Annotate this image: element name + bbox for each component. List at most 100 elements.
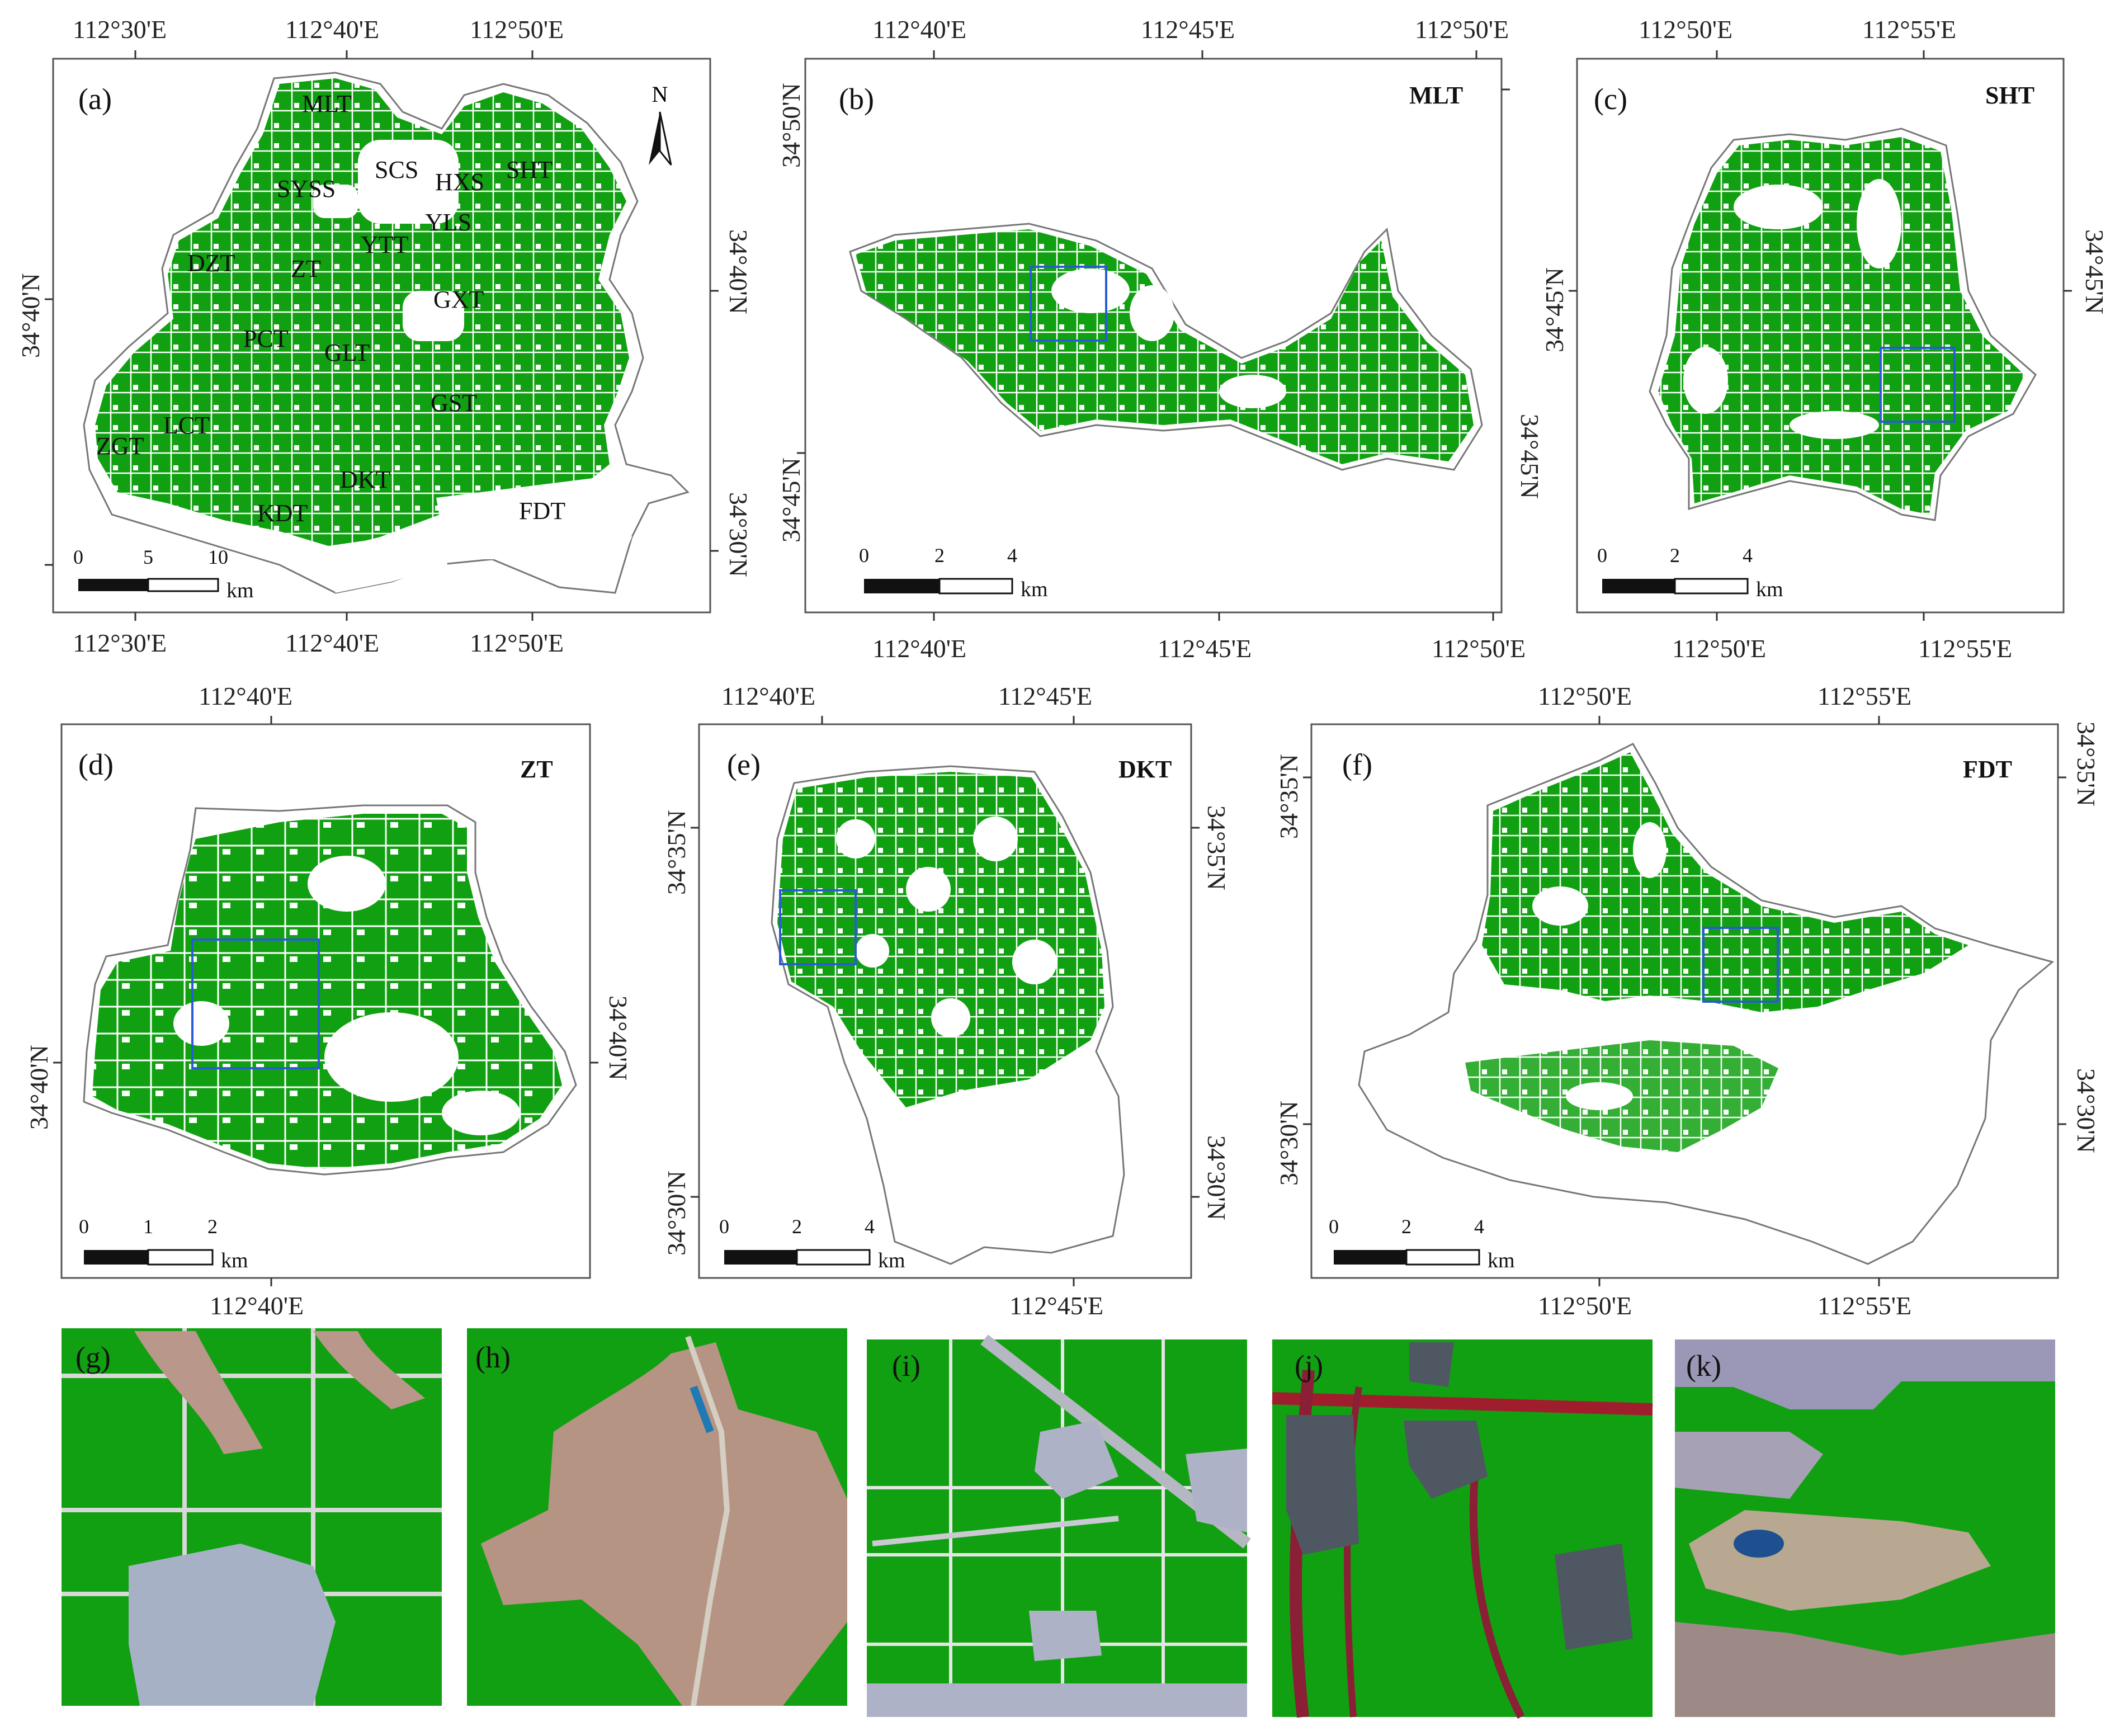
panel-title: MLT (1409, 82, 1463, 109)
svg-text:2: 2 (207, 1215, 218, 1238)
study-area-boundary (1649, 128, 2037, 521)
lat-label: 34°30'N (662, 1171, 691, 1256)
panel-d: (d) ZT 112°40'E 112°40'E 34°40'N 34°40'N… (25, 682, 632, 1320)
lon-label: 112°55'E (1817, 1291, 1911, 1320)
svg-text:2: 2 (1401, 1215, 1411, 1238)
region-label: FDT (519, 497, 565, 525)
lat-label: 34°30'N (724, 492, 753, 577)
svg-text:10: 10 (208, 546, 228, 568)
region-label: KDT (257, 499, 308, 527)
lon-label: 112°40'E (285, 629, 379, 657)
lon-label: 112°50'E (1432, 634, 1526, 663)
lat-label: 34°35'N (662, 810, 691, 895)
study-area-boundary (1358, 743, 2055, 1265)
lon-label: 112°50'E (1538, 1291, 1632, 1320)
panel-e: (e) DKT 112°40'E 112°45'E 112°45'E 34°35… (662, 682, 1231, 1320)
inset-label: (j) (1295, 1349, 1323, 1383)
panel-b: (b) MLT 112°40'E 112°45'E 112°50'E 112°4… (777, 15, 1544, 663)
panel-f-frame (1310, 723, 2059, 1279)
lon-label: 112°50'E (1672, 634, 1766, 663)
cropland-area (95, 78, 629, 548)
svg-text:2: 2 (934, 544, 945, 567)
lat-label: 34°40'N (16, 273, 45, 358)
north-arrow-icon: N (649, 82, 672, 166)
lat-label: 34°35'N (1274, 754, 1303, 839)
non-cropland-gaps (1051, 268, 1286, 408)
region-label: PCT (243, 325, 289, 352)
region-label: GXT (433, 286, 484, 313)
lon-label: 112°40'E (872, 634, 966, 663)
roi-box (1702, 927, 1779, 1003)
roi-box (1880, 347, 1956, 423)
svg-text:4: 4 (1474, 1215, 1484, 1238)
panel-e-frame (698, 723, 1192, 1279)
non-cropland-gaps (313, 140, 632, 593)
panel-label: (f) (1342, 748, 1372, 781)
panel-a: (a) 112°30'E 112°40'E 112°50'E 112°30'E … (16, 15, 753, 657)
lat-label: 34°50'N (777, 83, 805, 168)
lon-label: 112°50'E (1415, 15, 1509, 44)
inset-label: (g) (75, 1341, 111, 1374)
svg-text:0: 0 (1329, 1215, 1339, 1238)
region-label: DKT (340, 466, 391, 493)
lon-label: 112°45'E (1009, 1291, 1103, 1320)
lon-label: 112°50'E (1639, 15, 1732, 44)
region-label: ZT (291, 255, 321, 282)
panel-label: (c) (1594, 82, 1627, 116)
svg-text:N: N (652, 82, 668, 107)
lon-label: 112°40'E (210, 1291, 304, 1320)
lon-label: 112°30'E (73, 15, 167, 44)
lon-label: 112°50'E (470, 15, 564, 44)
svg-text:5: 5 (143, 546, 153, 568)
svg-text:4: 4 (1743, 544, 1753, 567)
svg-text:km: km (1488, 1249, 1515, 1272)
study-area-boundary (83, 804, 577, 1176)
lon-label: 112°45'E (998, 682, 1092, 710)
lon-label: 112°45'E (1158, 634, 1252, 663)
non-cropland-gaps (173, 856, 520, 1135)
panel-a-frame (52, 58, 711, 614)
region-label: YTT (361, 231, 409, 258)
svg-text:km: km (221, 1249, 248, 1272)
region-label: GLT (324, 339, 370, 366)
region-label: DZT (187, 249, 235, 277)
svg-text:km: km (1756, 578, 1783, 601)
lat-label: 34°45'N (2080, 229, 2109, 314)
roi-box (1030, 266, 1107, 342)
region-label: SYSS (277, 175, 336, 202)
roi-box (779, 889, 857, 965)
cropland-area (1482, 752, 1968, 1012)
svg-text:0: 0 (719, 1215, 729, 1238)
lat-label: 34°45'N (1516, 414, 1544, 499)
lon-label: 112°40'E (199, 682, 292, 710)
scale-bar: 0 2 4 km (1597, 544, 1783, 601)
lon-label: 112°45'E (1141, 15, 1235, 44)
lon-label: 112°30'E (73, 629, 167, 657)
region-label: YLS (425, 209, 471, 236)
inset-h: (h) (467, 1328, 847, 1706)
lon-label: 112°55'E (1817, 682, 1911, 710)
svg-text:2: 2 (792, 1215, 802, 1238)
inset-label: (k) (1686, 1349, 1721, 1383)
panel-title: FDT (1963, 756, 2012, 783)
scale-bar: 0 5 10 km (73, 546, 254, 602)
lat-label: 34°35'N (2072, 721, 2100, 806)
lat-label: 34°45'N (1540, 267, 1569, 352)
inset-label: (i) (892, 1349, 920, 1383)
region-label: HXS (435, 168, 484, 196)
lat-label: 34°40'N (25, 1045, 53, 1130)
scale-bar: 0 2 4 km (859, 544, 1048, 601)
panel-f: (f) FDT 112°50'E 112°55'E 112°50'E 112°5… (1274, 682, 2100, 1320)
inset-i: (i) (867, 1334, 1251, 1717)
lat-label: 34°40'N (724, 229, 753, 314)
panel-b-frame (804, 58, 1503, 614)
lat-label: 34°40'N (604, 996, 632, 1081)
lat-label: 34°45'N (777, 457, 805, 542)
svg-text:0: 0 (1597, 544, 1607, 567)
svg-text:0: 0 (859, 544, 869, 567)
non-cropland-gaps (1532, 822, 1666, 1110)
scale-bar: 0 2 4 km (1329, 1215, 1515, 1272)
svg-text:km: km (226, 579, 254, 602)
study-area-boundary (771, 765, 1125, 1265)
svg-text:2: 2 (1670, 544, 1680, 567)
